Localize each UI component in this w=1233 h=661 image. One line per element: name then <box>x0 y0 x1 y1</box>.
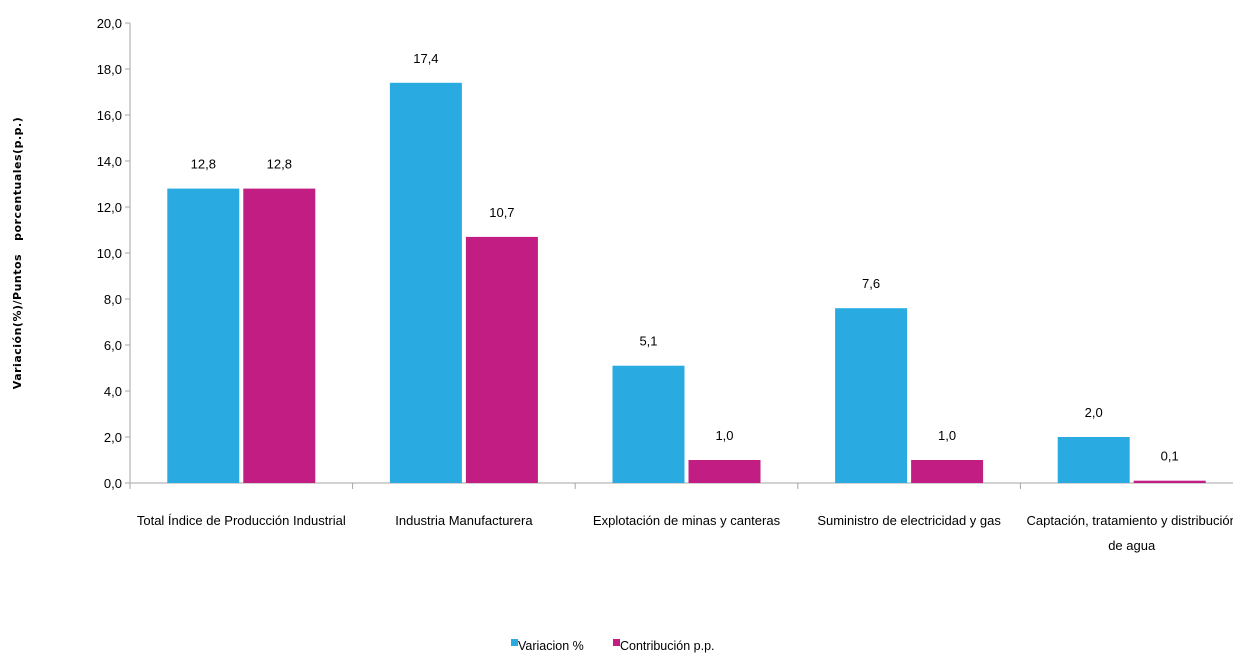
legend-label-contribucion: Contribución p.p. <box>620 639 715 653</box>
data-label: 7,6 <box>862 276 880 291</box>
data-label: 12,8 <box>191 157 216 172</box>
y-tick-label: 20,0 <box>97 16 122 31</box>
legend: Variacion % Contribución p.p. <box>511 639 715 653</box>
x-axis: Total Índice de Producción Industrial Ind… <box>129 482 1233 553</box>
bar-variacion <box>389 82 462 484</box>
bar-variacion <box>167 188 240 483</box>
legend-label-variacion: Variacion % <box>518 639 584 653</box>
data-labels: 12,8 12,8 17,4 10,7 5,1 1,0 7,6 1,0 2,0 0,1 <box>191 51 1179 464</box>
y-tick-label: 18,0 <box>97 62 122 77</box>
bar-variacion <box>835 308 908 483</box>
bars <box>167 82 1206 484</box>
y-tick-label: 10,0 <box>97 246 122 261</box>
legend-swatch-contribucion <box>613 639 620 646</box>
legend-swatch-variacion <box>511 639 518 646</box>
data-label: 17,4 <box>413 51 438 66</box>
y-axis-title-group: Variación(%)/Puntos porcentuales(p.p.) <box>11 117 24 389</box>
x-category-label: Captación, tratamiento y distribución <box>1027 513 1233 528</box>
bar-contribucion <box>465 236 538 483</box>
x-category-label: Suministro de electricidad y gas <box>817 513 1001 528</box>
bar-contribucion <box>688 460 761 483</box>
data-label: 10,7 <box>489 205 514 220</box>
x-category-label: de agua <box>1108 538 1156 553</box>
y-axis-title: Variación(%)/Puntos porcentuales(p.p.) <box>11 117 24 389</box>
y-tick-label: 6,0 <box>104 338 122 353</box>
x-category-label: Industria Manufacturera <box>395 513 533 528</box>
data-label: 1,0 <box>938 428 956 443</box>
data-label: 1,0 <box>715 428 733 443</box>
bar-contribucion <box>243 188 316 483</box>
y-axis: 0,0 2,0 4,0 6,0 8,0 10,0 12,0 14,0 16,0 18,0 20,0 <box>97 16 131 491</box>
data-label: 0,1 <box>1161 449 1179 464</box>
y-tick-label: 4,0 <box>104 384 122 399</box>
x-category-label: Explotación de minas y canteras <box>593 513 781 528</box>
y-tick-label: 8,0 <box>104 292 122 307</box>
y-tick-label: 14,0 <box>97 154 122 169</box>
data-label: 12,8 <box>267 157 292 172</box>
y-tick-label: 2,0 <box>104 430 122 445</box>
y-tick-label: 12,0 <box>97 200 122 215</box>
y-tick-label: 0,0 <box>104 476 122 491</box>
data-label: 5,1 <box>639 334 657 349</box>
bar-contribucion <box>1133 480 1206 483</box>
y-tick-label: 16,0 <box>97 108 122 123</box>
bar-variacion <box>612 365 685 483</box>
bar-contribucion <box>911 460 984 483</box>
data-label: 2,0 <box>1085 405 1103 420</box>
bar-variacion <box>1057 437 1130 483</box>
x-category-label: Total Índice de Producción Industrial <box>137 513 346 528</box>
